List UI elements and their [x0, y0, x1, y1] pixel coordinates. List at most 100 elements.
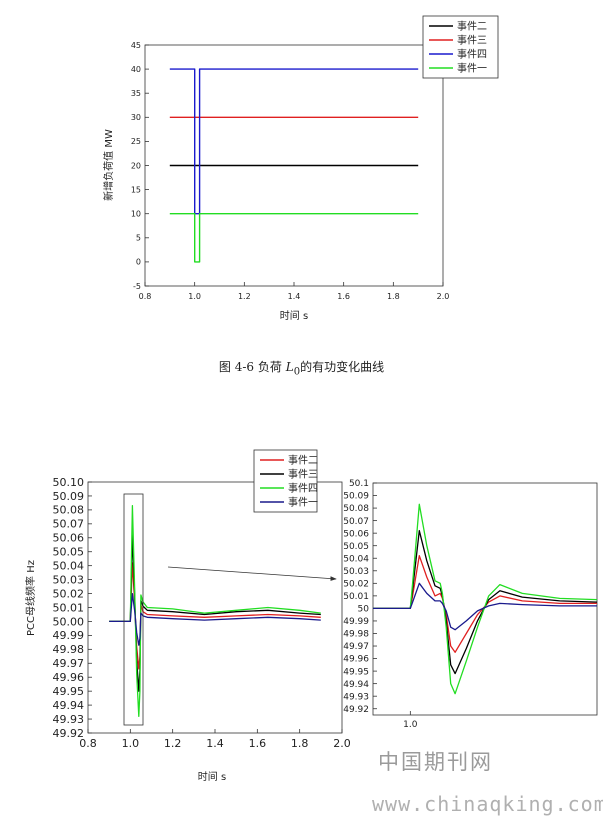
series-line-事件一 [109, 592, 321, 646]
y-tick-label: 50.09 [343, 492, 369, 502]
caption-prefix: 图 4-6 负荷 [218, 360, 282, 374]
frequency-chart-ylabel: PCC母线频率 Hz [24, 560, 37, 636]
caption-symbol: L [285, 360, 294, 374]
frequency-chart-series [109, 505, 321, 717]
x-tick-label: 1.6 [337, 292, 350, 301]
y-tick-label: 50.02 [343, 579, 369, 589]
y-tick-label: 50.02 [53, 587, 85, 600]
y-tick-label: 35 [131, 89, 141, 98]
x-tick-label: 1.4 [288, 292, 301, 301]
y-tick-label: 50.07 [343, 517, 369, 527]
legend-label: 事件四 [288, 482, 318, 495]
y-tick-label: -5 [133, 282, 141, 291]
y-tick-label: 50.10 [53, 476, 85, 489]
y-tick-label: 5 [136, 234, 141, 243]
x-tick-label: 1.2 [238, 292, 251, 301]
y-tick-label: 49.97 [343, 642, 369, 652]
legend-label: 事件一 [457, 62, 487, 75]
y-tick-label: 49.93 [53, 713, 85, 726]
y-tick-label: 50.08 [343, 504, 369, 514]
series-line-事件四 [109, 505, 321, 717]
zoom-arrow [167, 566, 337, 581]
frequency-chart: 0.8 1.0 1.2 1.4 1.6 1.8 2.050.1050.0950.0850.0… [24, 449, 351, 783]
caption-suffix: 的有功变化曲线 [300, 360, 385, 374]
zoom-region-box [123, 493, 144, 726]
y-tick-label: 50.09 [53, 490, 85, 503]
legend-label: 事件一 [288, 496, 318, 509]
load-chart-xlabel: 时间 s [280, 309, 308, 322]
y-tick-label: 49.97 [53, 657, 85, 670]
y-tick-label: 49.99 [343, 617, 369, 627]
x-tick-label: 2.0 [333, 737, 350, 750]
load-chart-series [169, 68, 419, 263]
y-tick-label: 49.92 [343, 705, 369, 715]
x-tick-label: 1.0 [122, 737, 140, 750]
y-tick-label: 50.1 [349, 479, 369, 489]
y-tick-label: 49.98 [53, 643, 85, 656]
load-chart-ticks: 0.8 1.0 1.2 1.4 1.6 1.8 2.0 -5 0 5 10 15 20 25 30 35 40 4… [131, 41, 450, 301]
watermark-url: www.chinaqking.com [372, 792, 603, 816]
y-tick-label: 50.06 [53, 532, 85, 545]
y-tick-label: 50.01 [343, 592, 369, 602]
y-tick-label: 10 [131, 210, 141, 219]
y-tick-label: 25 [131, 137, 141, 146]
frequency-chart-xlabel: 时间 s [198, 770, 226, 783]
series-line-事件一 [373, 582, 597, 631]
y-tick-label: 50.03 [343, 567, 369, 577]
y-tick-label: 40 [131, 65, 141, 74]
y-tick-label: 0 [136, 258, 141, 267]
series-line-事件二 [373, 555, 597, 653]
x-tick-label: 1.2 [164, 737, 182, 750]
x-tick-label: 1.4 [206, 737, 224, 750]
y-tick-label: 30 [131, 113, 141, 122]
load-chart: 0.8 1.0 1.2 1.4 1.6 1.8 2.0 -5 0 5 10 15 20 25 30 35 40 4… [102, 15, 499, 322]
load-chart-ylabel: 新增负荷值 MW [102, 129, 115, 201]
y-tick-label: 49.93 [343, 692, 369, 702]
y-tick-label: 50.04 [343, 554, 369, 564]
legend-label: 事件四 [457, 48, 487, 61]
x-tick-label: 1.0 [188, 292, 201, 301]
y-tick-label: 49.99 [53, 629, 85, 642]
x-tick-label: 2.0 [437, 292, 450, 301]
y-tick-label: 49.94 [343, 680, 369, 690]
y-tick-label: 50.06 [343, 529, 369, 539]
y-tick-label: 49.96 [343, 655, 369, 665]
y-tick-label: 50.07 [53, 518, 85, 531]
series-line-事件四 [373, 503, 598, 695]
y-tick-label: 50.01 [53, 601, 85, 614]
watermark-cn: 中国期刊网 [378, 750, 493, 774]
y-tick-label: 49.94 [53, 699, 85, 712]
y-tick-label: 45 [131, 41, 141, 50]
y-tick-label: 50.05 [343, 542, 369, 552]
y-tick-label: 50.08 [53, 504, 85, 517]
y-tick-label: 20 [131, 161, 141, 170]
frequency-chart-ticks: 0.8 1.0 1.2 1.4 1.6 1.8 2.050.1050.0950.0850.0… [53, 476, 351, 750]
x-tick-label: 0.8 [139, 292, 152, 301]
zoom-inset-ticks: 1.0 50.1 50.09 50.08 50.07 50.06 50.05 50.04 50.… [343, 479, 418, 730]
c1-plot-frame [87, 481, 343, 734]
y-tick-label: 50.03 [53, 573, 85, 586]
series-line-事件一 [169, 212, 419, 263]
y-tick-label: 50 [358, 605, 370, 615]
y-tick-label: 50.05 [53, 546, 85, 559]
y-tick-label: 50.00 [53, 615, 85, 628]
x-tick-label: 0.8 [79, 737, 97, 750]
x-tick-label: 1.8 [291, 737, 309, 750]
y-tick-label: 49.96 [53, 671, 85, 684]
legend-label: 事件三 [457, 34, 487, 47]
series-line-事件二 [109, 562, 321, 670]
y-tick-label: 50.04 [53, 560, 85, 573]
zoom-inset-series [373, 503, 598, 695]
y-tick-label: 49.95 [343, 667, 369, 677]
series-line-事件四 [169, 68, 419, 215]
x-tick-label: 1.8 [387, 292, 400, 301]
legend-label: 事件二 [288, 454, 318, 467]
zoom-inset-chart: 1.0 50.1 50.09 50.08 50.07 50.06 50.05 50.04 50.… [343, 479, 598, 730]
frequency-chart-axes [87, 481, 343, 734]
y-tick-label: 49.95 [53, 685, 85, 698]
caption-subscript: 0 [293, 366, 301, 378]
series-line-事件三 [373, 530, 598, 675]
x-tick-label: 1.0 [403, 720, 418, 730]
